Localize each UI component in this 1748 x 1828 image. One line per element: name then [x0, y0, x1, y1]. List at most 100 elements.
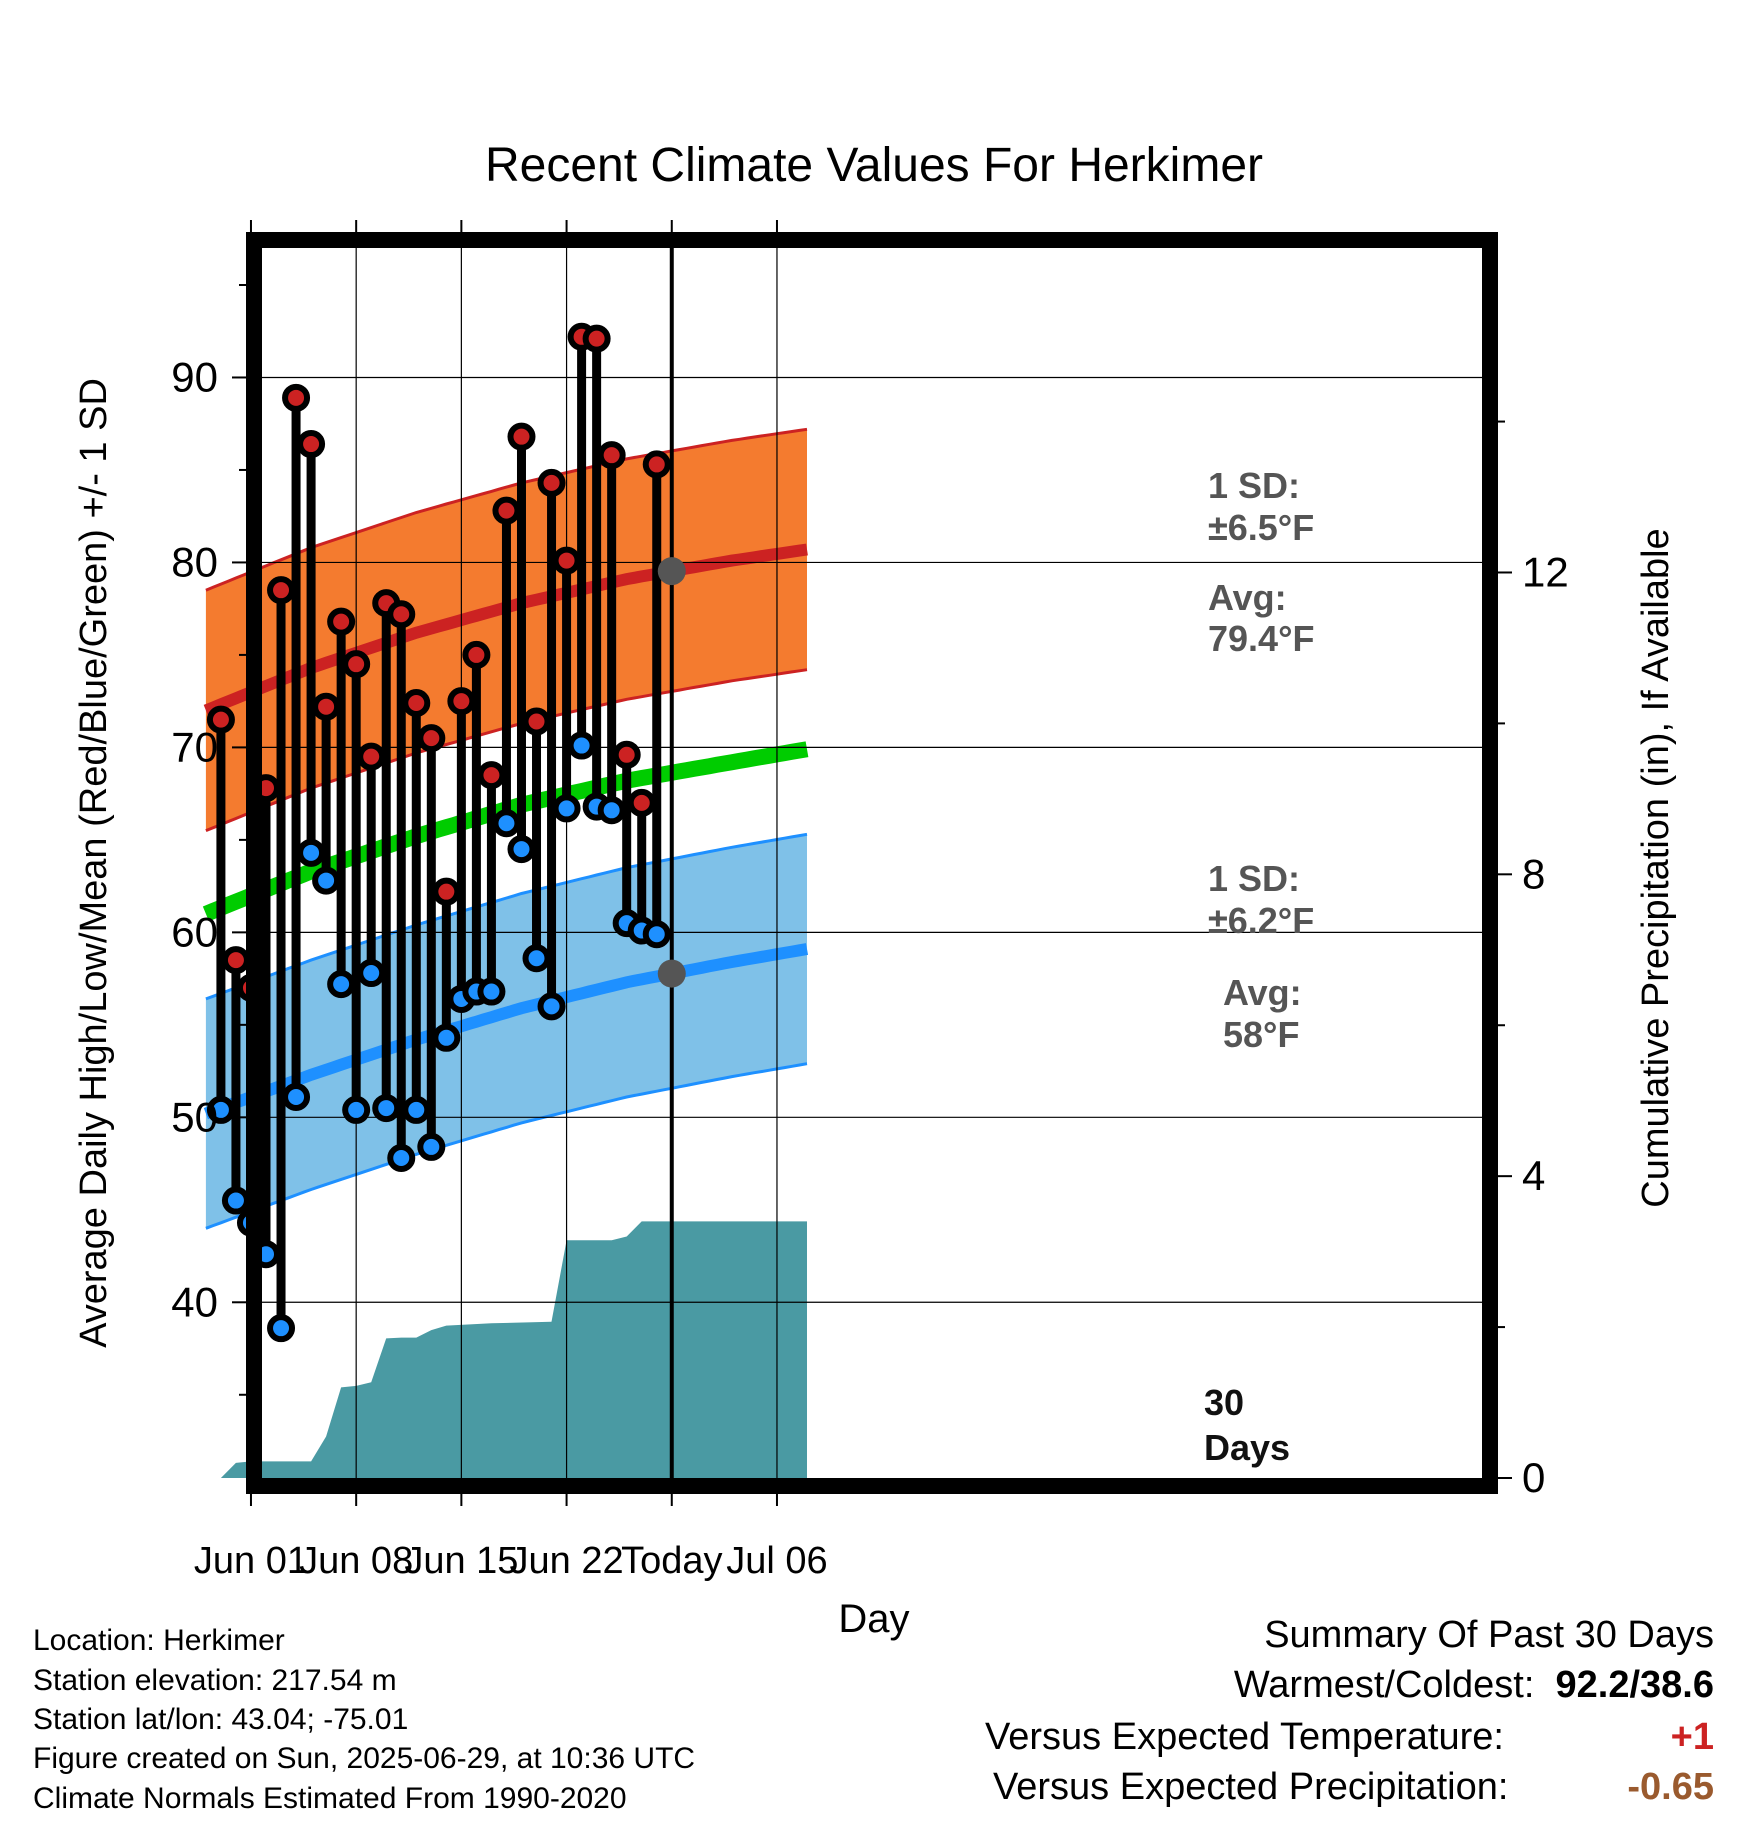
- y2-tick-label: 8: [1522, 850, 1545, 897]
- daily-high-point: [417, 724, 446, 753]
- daily-low-point: [567, 731, 596, 760]
- daily-high-point: [552, 546, 581, 575]
- low-sd-label: 1 SD:: [1208, 858, 1300, 899]
- y2-tick-label: 0: [1522, 1454, 1545, 1501]
- avg-low-line: [203, 943, 809, 1120]
- low-avg-label: Avg:: [1223, 972, 1302, 1013]
- daily-high-point: [582, 324, 611, 353]
- summary-precip-label: Versus Expected Precipitation:: [993, 1766, 1509, 1808]
- daily-high-point: [537, 468, 566, 497]
- daily-high-point: [627, 788, 656, 817]
- daily-low-point: [267, 1314, 296, 1343]
- high-avg-value: 79.4°F: [1208, 618, 1314, 659]
- y-tick-label: 80: [171, 538, 218, 585]
- y-tick-label: 50: [171, 1093, 218, 1140]
- daily-low-point: [492, 809, 521, 838]
- x-tick-label: Jun 01: [194, 1540, 308, 1582]
- high-sd-value: ±6.5°F: [1208, 507, 1314, 548]
- today-avg-low-point: [657, 959, 686, 988]
- cumulative-precip-area: [220, 1221, 807, 1478]
- summary-warm-cold: Warmest/Coldest: 92.2/38.6: [1234, 1664, 1714, 1707]
- daily-high-point: [447, 687, 476, 716]
- x-tick-label: Jun 15: [404, 1540, 518, 1582]
- footer-latlon: Station lat/lon: 43.04; -75.01: [33, 1703, 409, 1736]
- low-sd-band-lower-edge: [205, 1062, 808, 1230]
- footer-normals: Climate Normals Estimated From 1990-2020: [33, 1782, 627, 1815]
- y-axis-label: Average Daily High/Low/Mean (Red/Blue/Gr…: [73, 378, 115, 1348]
- daily-low-point: [552, 794, 581, 823]
- daily-high-point: [357, 742, 386, 771]
- daily-high-point: [507, 422, 536, 451]
- x-tick-label: Today: [621, 1540, 722, 1582]
- window-number: 30: [1204, 1382, 1244, 1423]
- y-tick-label: 40: [171, 1278, 218, 1325]
- daily-low-point: [297, 838, 326, 867]
- daily-low-point: [282, 1082, 311, 1111]
- daily-high-point: [297, 430, 326, 459]
- plot-frame: [246, 232, 1498, 1494]
- daily-low-point: [221, 1186, 250, 1215]
- y-tick-label: 70: [171, 723, 218, 770]
- daily-low-point: [327, 970, 356, 999]
- daily-high-point: [342, 650, 371, 679]
- x-tick-label: Jun 08: [299, 1540, 413, 1582]
- daily-low-point: [387, 1144, 416, 1173]
- high-sd-label: 1 SD:: [1208, 465, 1300, 506]
- daily-high-point: [612, 740, 641, 769]
- summary-temp-value: +1: [1670, 1716, 1714, 1758]
- x-tick-label: Jun 22: [510, 1540, 624, 1582]
- summary-precip-value: -0.65: [1627, 1766, 1714, 1808]
- footer-elevation: Station elevation: 217.54 m: [33, 1664, 397, 1697]
- daily-low-point: [402, 1095, 431, 1124]
- daily-low-point: [312, 866, 341, 895]
- low-sd-band-upper-edge: [205, 832, 808, 1001]
- low-sd-value: ±6.2°F: [1208, 900, 1314, 941]
- y2-tick-label: 4: [1522, 1152, 1545, 1199]
- daily-high-point: [387, 600, 416, 629]
- daily-high-point: [432, 877, 461, 906]
- summary-warm-cold-label: Warmest/Coldest:: [1233, 1664, 1535, 1706]
- x-tick-label: Jul 06: [726, 1540, 827, 1582]
- daily-low-point: [342, 1095, 371, 1124]
- high-avg-label: Avg:: [1208, 577, 1287, 618]
- daily-low-point: [537, 992, 566, 1021]
- summary-warm-cold-value: 92.2/38.6: [1555, 1664, 1714, 1706]
- daily-low-point: [597, 796, 626, 825]
- summary-temp-label: Versus Expected Temperature:: [985, 1716, 1504, 1758]
- daily-low-point: [372, 1094, 401, 1123]
- precip-layer: [220, 1221, 807, 1478]
- daily-low-point: [417, 1132, 446, 1161]
- summary-heading: Summary Of Past 30 Days: [1264, 1614, 1714, 1656]
- x-axis-label: Day: [838, 1597, 909, 1641]
- y2-tick-label: 12: [1522, 548, 1569, 595]
- daily-high-point: [221, 946, 250, 975]
- daily-high-point: [206, 705, 235, 734]
- daily-low-point: [522, 944, 551, 973]
- daily-high-point: [597, 441, 626, 470]
- daily-high-point: [312, 692, 341, 721]
- daily-low-point: [507, 835, 536, 864]
- daily-high-point: [522, 707, 551, 736]
- daily-low-point: [642, 920, 671, 949]
- y-tick-label: 60: [171, 908, 218, 955]
- daily-high-point: [282, 383, 311, 412]
- daily-low-point: [357, 959, 386, 988]
- daily-high-point: [267, 576, 296, 605]
- daily-low-point: [432, 1023, 461, 1052]
- frame-layer: [232, 220, 1512, 1506]
- daily-low-point: [477, 977, 506, 1006]
- daily-high-point: [462, 640, 491, 669]
- daily-high-point: [642, 450, 671, 479]
- daily-high-point: [492, 496, 521, 525]
- footer-location: Location: Herkimer: [33, 1624, 285, 1657]
- high-sd-band-upper-edge: [205, 427, 808, 592]
- window-unit: Days: [1204, 1427, 1290, 1468]
- today-avg-high-point: [657, 557, 686, 586]
- daily-high-point: [477, 761, 506, 790]
- low-avg-value: 58°F: [1223, 1014, 1299, 1055]
- y2-axis-label: Cumulative Precipitation (in), If Availa…: [1635, 528, 1677, 1207]
- footer-created: Figure created on Sun, 2025-06-29, at 10…: [33, 1742, 696, 1775]
- y-tick-label: 90: [171, 353, 218, 400]
